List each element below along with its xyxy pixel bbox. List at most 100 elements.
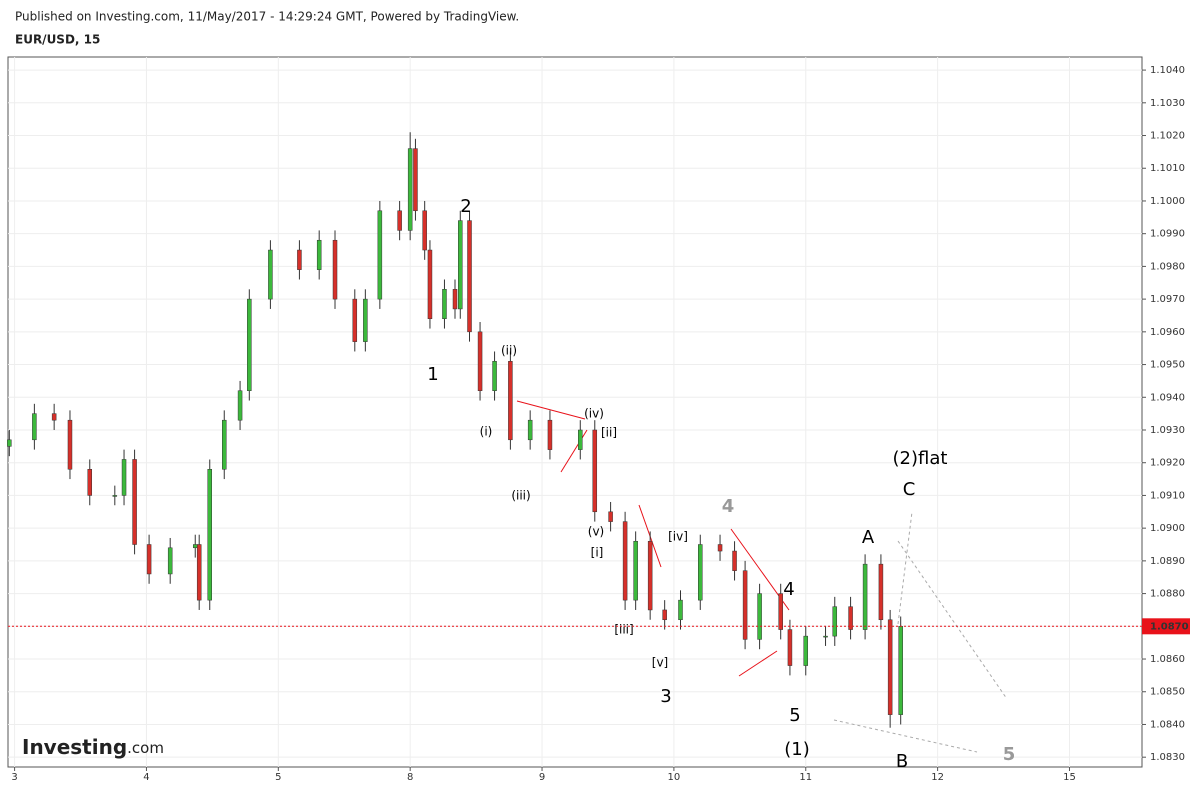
x-tick-label: 5 xyxy=(275,772,281,783)
candle-body xyxy=(778,593,783,630)
y-tick-label: 1.0860 xyxy=(1150,654,1185,665)
candle-body xyxy=(196,544,202,601)
candle-body xyxy=(192,544,198,549)
x-tick-label: 15 xyxy=(1063,772,1076,783)
wave-label: B xyxy=(896,751,908,772)
candle-body xyxy=(427,249,433,320)
wave-label: 1 xyxy=(427,364,438,385)
candle-body xyxy=(592,429,598,513)
candle-body xyxy=(803,635,809,666)
y-tick-label: 1.0830 xyxy=(1150,752,1185,763)
y-tick-label: 1.0940 xyxy=(1150,392,1185,403)
wave-label: [iv] xyxy=(668,530,688,544)
wave-label: (v) xyxy=(588,525,604,539)
candle-body xyxy=(547,419,553,450)
candle-body xyxy=(7,439,12,447)
y-tick-label: 1.1000 xyxy=(1150,196,1185,207)
y-tick-label: 1.0920 xyxy=(1150,458,1185,469)
wave-label: (ii) xyxy=(501,344,517,358)
logo-main: Investing xyxy=(22,735,127,759)
candle-body xyxy=(452,289,458,310)
y-tick-label: 1.1020 xyxy=(1150,131,1185,142)
y-tick-label: 1.0990 xyxy=(1150,229,1185,240)
candle-body xyxy=(132,459,137,545)
y-tick-label: 1.0900 xyxy=(1150,523,1185,534)
annotations: 2 1 (ii) (i) (iii) (iv) [ii] (v) [i] [iv] [iii] [v]… xyxy=(427,196,1015,772)
wave-label: (2)flat xyxy=(893,448,948,469)
candle-body xyxy=(237,390,243,421)
candle-body xyxy=(458,220,463,310)
candle-body xyxy=(377,210,383,300)
candle-body xyxy=(662,609,667,621)
y-tick-label: 1.0980 xyxy=(1150,261,1185,272)
x-tick-label: 4 xyxy=(143,772,149,783)
gray-dashed-line xyxy=(897,540,1008,700)
candle-body xyxy=(848,606,853,630)
candle-body xyxy=(633,540,638,601)
candle-body xyxy=(527,419,533,441)
candle-body xyxy=(297,249,302,270)
x-tick-label: 3 xyxy=(11,772,17,783)
grid xyxy=(8,57,1142,767)
candle-body xyxy=(787,629,793,666)
candle-body xyxy=(67,419,73,470)
wave-label: 4 xyxy=(783,579,794,600)
candle-body xyxy=(477,331,483,391)
x-tick-label: 10 xyxy=(668,772,681,783)
axes: 1.0830 1.0840 1.0850 1.0860 1.0870 1.0880 1.08… xyxy=(8,65,1190,783)
candle-body xyxy=(112,495,118,497)
candle-body xyxy=(832,606,838,637)
candle-body xyxy=(578,429,583,450)
wave-label: [v] xyxy=(652,656,668,670)
y-tick-label: 1.0950 xyxy=(1150,360,1185,371)
logo: Investing.com xyxy=(22,735,164,759)
candle-body xyxy=(647,540,653,611)
wave-label: [ii] xyxy=(601,426,617,440)
candle-body xyxy=(32,413,37,441)
y-tick-label: 1.0840 xyxy=(1150,719,1185,730)
candle-body xyxy=(268,249,273,300)
wave-label: (iii) xyxy=(511,489,530,503)
candle-body xyxy=(397,210,402,231)
gray-dashed-line xyxy=(897,511,913,625)
y-tick-label: 1.0930 xyxy=(1150,425,1185,436)
candle-body xyxy=(622,521,628,601)
candle-body xyxy=(51,413,57,421)
candle-body xyxy=(467,220,472,333)
candle-body xyxy=(352,298,358,342)
gray-dashed-line xyxy=(833,719,978,753)
red-line xyxy=(560,429,588,473)
y-tick-label: 1.1010 xyxy=(1150,163,1185,174)
red-line xyxy=(738,650,778,677)
wave-label: 4 xyxy=(722,496,735,517)
plot-frame xyxy=(7,56,1143,768)
candle-body xyxy=(407,148,413,231)
candle-body xyxy=(732,550,737,571)
wave-label: 5 xyxy=(789,705,800,726)
candle-body xyxy=(422,210,427,251)
candle-body xyxy=(442,289,447,320)
y-tick-label: 1.0850 xyxy=(1150,687,1185,698)
y-tick-label: 1.0910 xyxy=(1150,490,1185,501)
wave-label: [iii] xyxy=(614,623,633,637)
candle-body xyxy=(698,544,703,601)
y-tick-label: 1.0970 xyxy=(1150,294,1185,305)
candle-body xyxy=(222,419,227,470)
candle-body xyxy=(898,626,903,715)
wave-label: (iv) xyxy=(584,407,604,421)
candle-body xyxy=(742,570,748,640)
y-tick-label: 1.1030 xyxy=(1150,98,1185,109)
candle-body xyxy=(87,469,93,496)
candle-body xyxy=(207,469,212,601)
wave-label: [i] xyxy=(591,546,604,560)
candle-body xyxy=(678,599,683,621)
candle-body xyxy=(492,361,497,391)
candle-body xyxy=(146,544,152,575)
candle-body xyxy=(878,563,884,621)
candle-body xyxy=(167,547,173,575)
y-tick-label: 1.0880 xyxy=(1150,589,1185,600)
x-tick-label: 8 xyxy=(407,772,413,783)
candle-body xyxy=(717,544,723,552)
chart-title: EUR/USD, 15 xyxy=(15,33,100,47)
